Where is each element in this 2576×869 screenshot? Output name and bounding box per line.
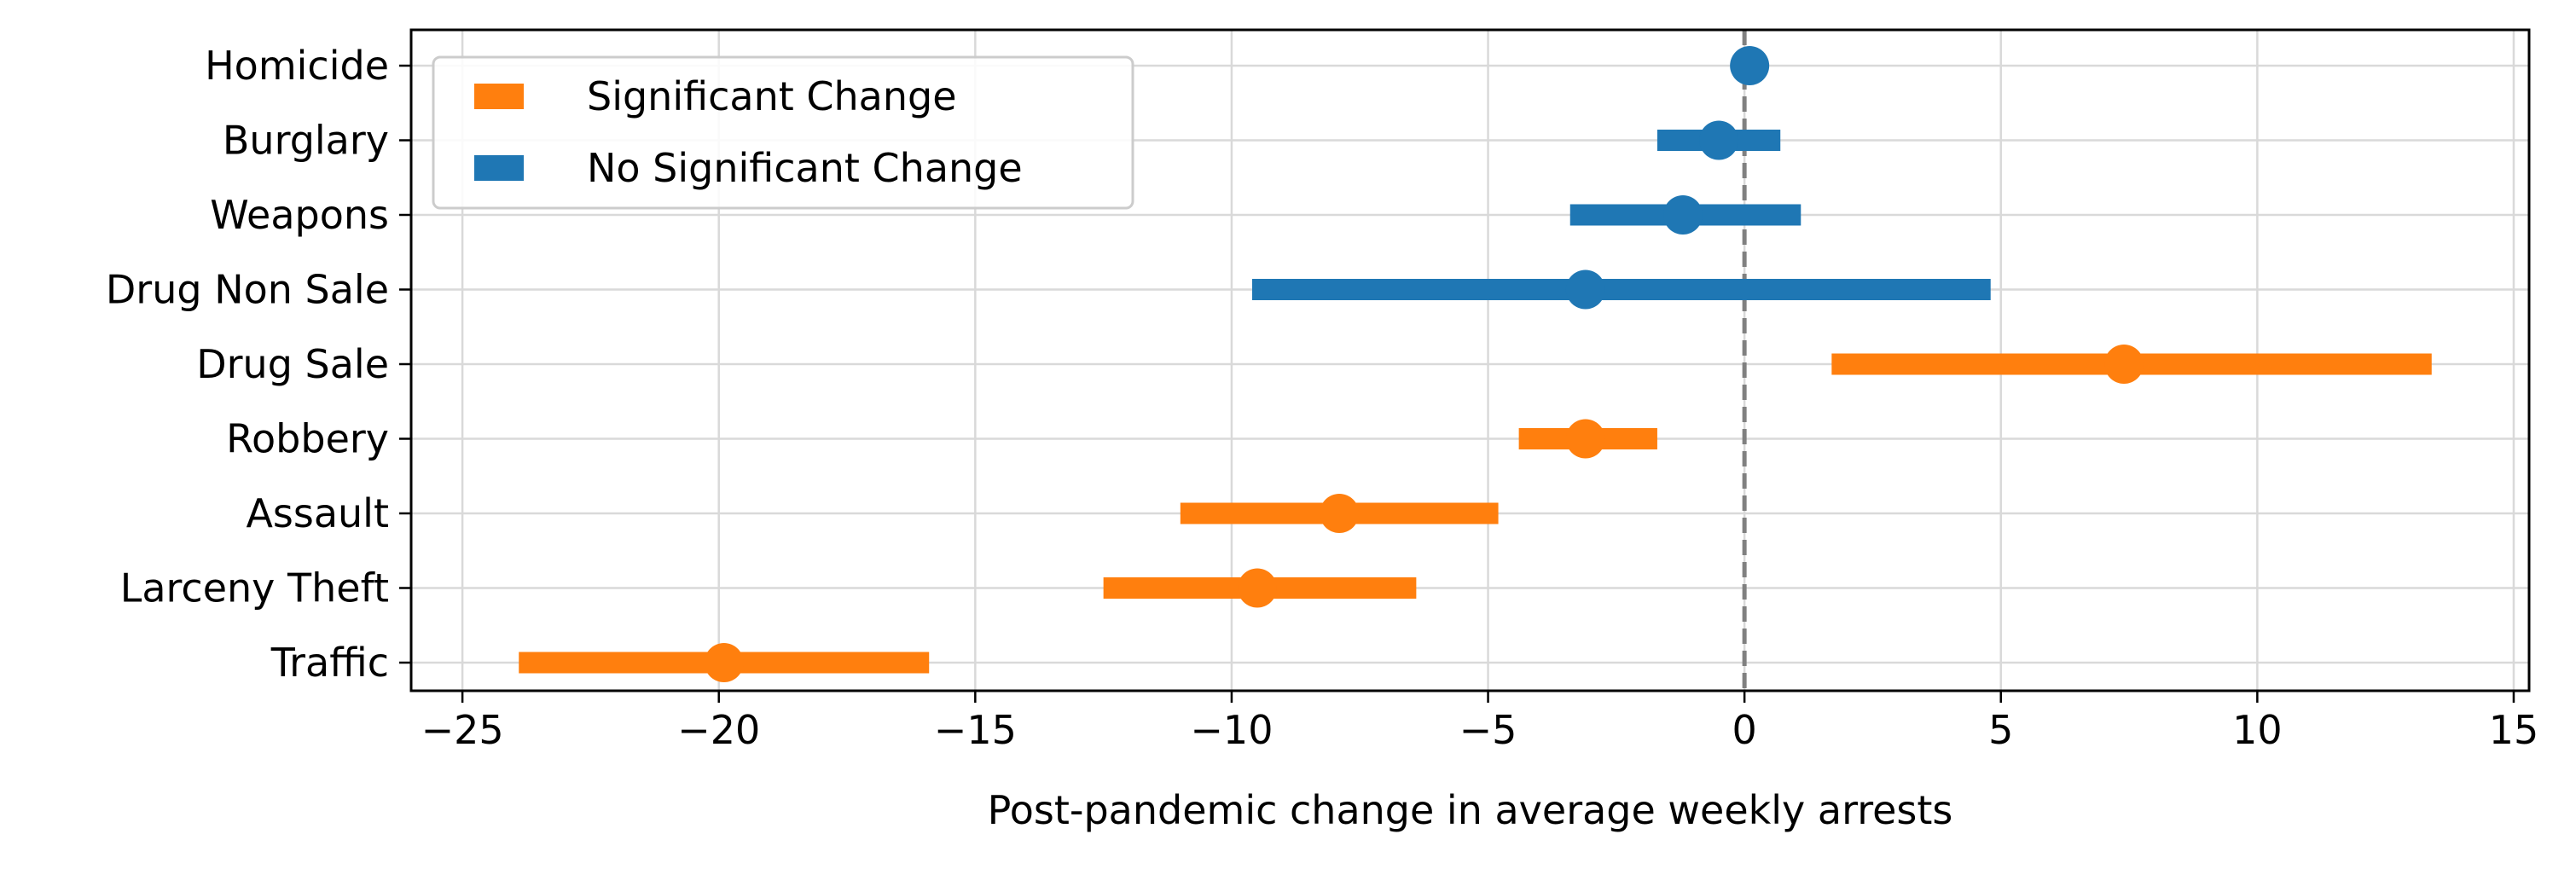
y-tick-label: Drug Sale xyxy=(196,341,389,387)
y-tick-label: Assault xyxy=(246,490,389,536)
axis-ticks: −25 −20 −15 −10 −5 0 5 10 15 Homicide Burglary Weap… xyxy=(106,43,2538,753)
x-tick-label: −5 xyxy=(1459,707,1517,753)
x-tick-label: −15 xyxy=(934,707,1017,753)
y-tick-label: Burglary xyxy=(223,118,389,164)
x-tick-label: 10 xyxy=(2232,707,2283,753)
x-tick-label: −10 xyxy=(1190,707,1273,753)
point-estimate xyxy=(1565,269,1605,310)
y-tick-label: Weapons xyxy=(210,192,389,238)
x-axis-label: Post-pandemic change in average weekly a… xyxy=(988,787,1953,833)
point-estimate xyxy=(1237,568,1277,608)
legend-label-not-significant: No Significant Change xyxy=(587,145,1023,191)
x-tick-label: −20 xyxy=(677,707,760,753)
legend: Significant Change No Significant Change xyxy=(432,55,1134,210)
legend-swatch-not-significant xyxy=(474,155,524,181)
legend-box xyxy=(432,55,1134,210)
legend-label-significant: Significant Change xyxy=(587,73,957,119)
point-estimate xyxy=(1663,195,1703,235)
x-tick-label: 0 xyxy=(1732,707,1757,753)
y-tick-label: Homicide xyxy=(205,43,389,89)
y-tick-label: Drug Non Sale xyxy=(106,267,389,313)
point-estimate xyxy=(1699,120,1739,160)
point-estimate xyxy=(2104,345,2144,384)
point-estimate xyxy=(704,643,744,682)
y-tick-label: Larceny Theft xyxy=(120,565,389,611)
point-estimate xyxy=(1320,494,1360,533)
plot-frame xyxy=(409,28,2531,692)
y-tick-label: Robbery xyxy=(226,416,389,462)
point-estimate xyxy=(1565,419,1605,459)
data-series xyxy=(519,46,2432,682)
x-tick-label: 5 xyxy=(1988,707,2013,753)
x-tick-label: −25 xyxy=(421,707,504,753)
point-estimate xyxy=(1730,46,1770,85)
legend-swatch-significant xyxy=(474,84,524,109)
y-tick-label: Traffic xyxy=(270,640,389,686)
x-tick-label: 15 xyxy=(2489,707,2539,753)
